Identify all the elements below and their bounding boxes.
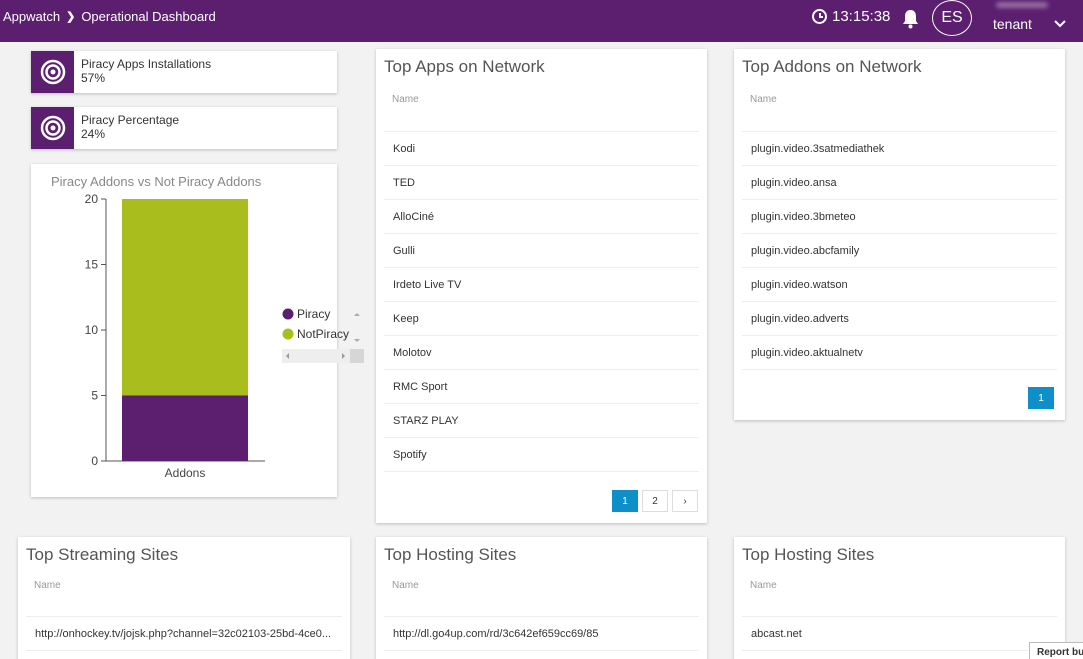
- hosting1-table-body: http://dl.go4up.com/rd/3c642ef659cc69/85: [384, 616, 699, 651]
- legend-label-piracy[interactable]: Piracy: [297, 307, 330, 321]
- chart-legend: Piracy NotPiracy: [282, 307, 364, 363]
- table-row[interactable]: plugin.video.adverts: [742, 302, 1057, 336]
- top-apps-panel: Top Apps on Network Name Kodi TED AlloCiné…: [376, 49, 707, 523]
- addons-pagination: 1: [1028, 387, 1054, 409]
- table-row[interactable]: Kodi: [384, 132, 699, 166]
- y-tick-label: 5: [91, 389, 98, 403]
- top-streaming-panel: Top Streaming Sites Name http://onhockey…: [18, 537, 350, 659]
- chevron-down-icon[interactable]: [1053, 17, 1067, 31]
- stat-value: 24%: [81, 127, 106, 141]
- y-tick-label: 0: [91, 454, 98, 468]
- table-row[interactable]: plugin.video.watson: [742, 268, 1057, 302]
- chart-title: Piracy Addons vs Not Piracy Addons: [51, 174, 262, 189]
- streaming-table-body: http://onhockey.tv/jojsk.php?channel=32c…: [26, 616, 342, 651]
- chevron-right-icon: ❯: [66, 11, 76, 23]
- y-tick-label: 10: [85, 323, 99, 337]
- hosting2-table-body: abcast.net: [742, 616, 1057, 651]
- table-row[interactable]: STARZ PLAY: [384, 404, 699, 438]
- addons-table-body: plugin.video.3satmediathek plugin.video.a…: [742, 131, 1057, 370]
- breadcrumb-page: Operational Dashboard: [81, 9, 216, 24]
- target-icon: [31, 51, 74, 93]
- target-icon: [31, 107, 74, 149]
- stat-card-piracy-percentage: Piracy Percentage 24%: [31, 107, 337, 149]
- breadcrumb-app[interactable]: Appwatch: [3, 9, 61, 24]
- table-row[interactable]: Molotov: [384, 336, 699, 370]
- table-row[interactable]: Spotify: [384, 438, 699, 472]
- legend-swatch-notpiracy: [282, 328, 294, 340]
- y-tick-label: 15: [85, 258, 99, 272]
- table-row[interactable]: RMC Sport: [384, 370, 699, 404]
- clock-icon: [812, 9, 827, 24]
- bell-icon[interactable]: [902, 8, 919, 30]
- panel-title: Top Hosting Sites: [742, 545, 875, 564]
- table-row[interactable]: http://onhockey.tv/jojsk.php?channel=32c…: [26, 617, 342, 651]
- clock-time: 13:15:38: [832, 8, 891, 25]
- y-tick-label: 20: [85, 192, 99, 206]
- legend-scroll-up-icon[interactable]: [354, 313, 360, 316]
- report-bug-button[interactable]: Report bug: [1029, 642, 1083, 659]
- column-header-name[interactable]: Name: [750, 94, 777, 105]
- chart-plot: 0 5 10 15 20 Addons: [85, 192, 265, 480]
- avatar[interactable]: ES: [932, 0, 972, 36]
- tenant-label[interactable]: tenant: [993, 16, 1032, 32]
- next-page-button[interactable]: ›: [672, 490, 698, 512]
- top-bar: Appwatch ❯ Operational Dashboard 13:15:3…: [0, 0, 1083, 42]
- panel-title: Top Addons on Network: [742, 57, 922, 76]
- stat-label: Piracy Percentage: [81, 113, 180, 127]
- table-row[interactable]: TED: [384, 166, 699, 200]
- table-row[interactable]: http://dl.go4up.com/rd/3c642ef659cc69/85: [384, 617, 699, 651]
- legend-scrollbar[interactable]: [282, 349, 350, 363]
- page-button-1[interactable]: 1: [612, 490, 638, 512]
- clock: 13:15:38: [812, 8, 890, 25]
- bar-piracy[interactable]: [122, 395, 248, 462]
- page-button-2[interactable]: 2: [642, 490, 668, 512]
- bar-notpiracy[interactable]: [122, 199, 248, 396]
- avatar-initials: ES: [941, 9, 963, 26]
- table-row[interactable]: plugin.video.3bmeteo: [742, 200, 1057, 234]
- legend-scroll-right-icon[interactable]: [342, 353, 345, 359]
- column-header-name[interactable]: Name: [750, 580, 777, 591]
- panel-title: Top Streaming Sites: [26, 545, 179, 564]
- table-row[interactable]: Gulli: [384, 234, 699, 268]
- legend-scroll-left-icon[interactable]: [286, 353, 289, 359]
- panel-title: Top Apps on Network: [384, 57, 545, 76]
- panel-title: Top Hosting Sites: [384, 545, 517, 564]
- table-row[interactable]: plugin.video.aktualnetv: [742, 336, 1057, 370]
- table-row[interactable]: Keep: [384, 302, 699, 336]
- top-hosting-panel-2: Top Hosting Sites Name abcast.net: [734, 537, 1065, 659]
- table-row[interactable]: plugin.video.3satmediathek: [742, 132, 1057, 166]
- stat-label: Piracy Apps Installations: [81, 57, 212, 71]
- legend-swatch-piracy: [282, 308, 294, 320]
- top-addons-panel: Top Addons on Network Name plugin.video.…: [734, 49, 1065, 420]
- apps-pagination: 1 2 ›: [612, 490, 698, 512]
- column-header-name[interactable]: Name: [392, 580, 419, 591]
- apps-table-body: Kodi TED AlloCiné Gulli Irdeto Live TV Keep Mo…: [384, 131, 699, 472]
- stat-card-piracy-apps: Piracy Apps Installations 57%: [31, 51, 337, 93]
- stat-value: 57%: [81, 71, 106, 85]
- table-row[interactable]: AlloCiné: [384, 200, 699, 234]
- table-row[interactable]: Irdeto Live TV: [384, 268, 699, 302]
- top-hosting-panel-1: Top Hosting Sites Name http://dl.go4up.c…: [376, 537, 707, 659]
- column-header-name[interactable]: Name: [34, 580, 61, 591]
- table-row[interactable]: abcast.net: [742, 617, 1057, 651]
- table-row[interactable]: plugin.video.ansa: [742, 166, 1057, 200]
- legend-scroll-corner: [350, 349, 364, 363]
- legend-scroll-down-icon[interactable]: [354, 339, 360, 342]
- legend-label-notpiracy[interactable]: NotPiracy: [297, 327, 349, 341]
- breadcrumb: Appwatch ❯ Operational Dashboard: [3, 9, 216, 24]
- user-name-blurred: [996, 2, 1048, 8]
- column-header-name[interactable]: Name: [392, 94, 419, 105]
- x-tick-label: Addons: [165, 466, 206, 480]
- page-button-1[interactable]: 1: [1028, 387, 1054, 409]
- table-row[interactable]: plugin.video.abcfamily: [742, 234, 1057, 268]
